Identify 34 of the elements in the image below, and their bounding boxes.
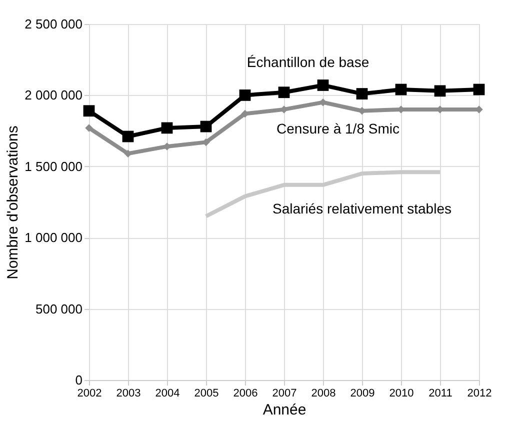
x-tick-label: 2007 (272, 388, 297, 400)
x-tick-label: 2003 (116, 388, 141, 400)
series-label: Censure à 1/8 Smic (276, 120, 400, 136)
x-tick-label: 2004 (155, 388, 180, 400)
point (83, 105, 95, 117)
series-label: Échantillon de base (246, 54, 370, 70)
x-tick-label: 2010 (389, 388, 414, 400)
x-tick-label: 2009 (350, 388, 375, 400)
point (356, 88, 368, 100)
point (434, 85, 446, 97)
y-tick-label: 1 500 000 (24, 158, 82, 174)
x-tick-label: 2012 (467, 388, 492, 400)
x-tick-label: 2011 (428, 388, 452, 400)
y-tick-label: 2 000 000 (24, 88, 82, 103)
y-tick-label: 1 000 000 (24, 230, 82, 246)
y-axis-title: Nombre d'observations (4, 126, 22, 280)
point (395, 84, 407, 96)
point (239, 90, 251, 101)
y-tick-label: 500 000 (36, 301, 82, 316)
point (317, 80, 329, 91)
point (85, 124, 93, 132)
x-tick-label: 2008 (311, 388, 336, 400)
point (200, 120, 212, 132)
point (278, 86, 290, 98)
y-tick-label: 2 500 000 (24, 16, 82, 32)
x-tick-label: 2002 (77, 388, 102, 400)
point (161, 122, 173, 134)
x-tick-label: 2005 (194, 388, 219, 400)
y-tick-label: 0 (75, 372, 82, 388)
x-axis-title: Année (262, 402, 306, 418)
x-tick-label: 2006 (233, 388, 258, 400)
point (122, 130, 134, 142)
series-label: Salariés relativement stables (272, 200, 452, 217)
point (473, 84, 485, 96)
